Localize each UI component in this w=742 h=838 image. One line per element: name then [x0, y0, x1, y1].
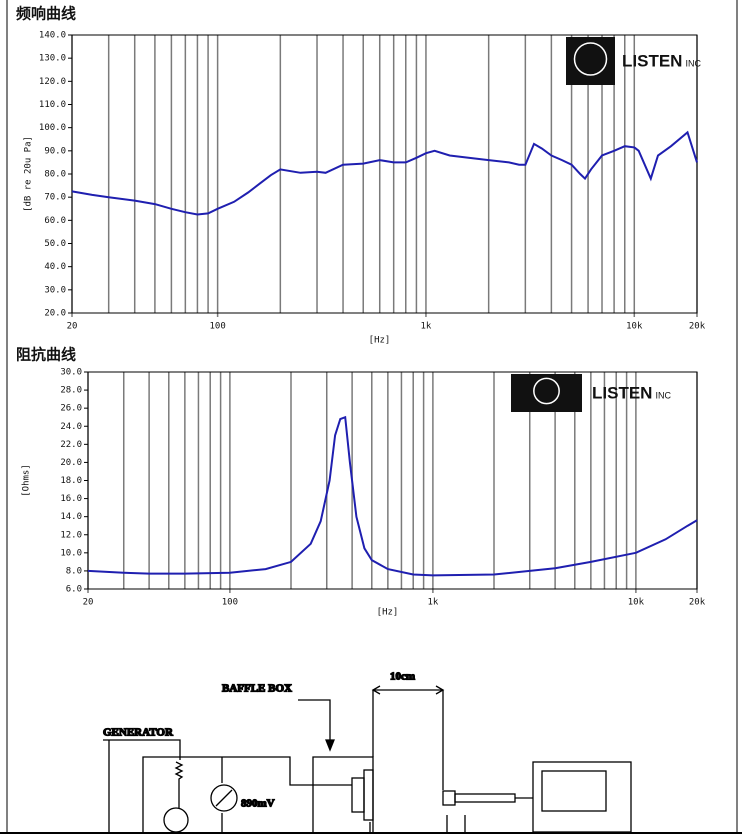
y-tick-label: 120.0 — [39, 77, 66, 87]
y-tick-label: 28.0 — [60, 386, 82, 396]
y-tick-label: 6.0 — [66, 585, 82, 595]
test-diagram: BAFFLE BOX 10cm GENERATOR 890mV — [102, 670, 632, 833]
source — [163, 807, 189, 833]
y-tick-label: 8.0 — [66, 566, 82, 576]
x-tick-label: 10k — [626, 322, 643, 332]
meter — [210, 784, 238, 812]
y-tick-label: 140.0 — [39, 31, 66, 41]
diagram-label: 890mV — [241, 798, 275, 810]
y-tick-label: 30.0 — [60, 368, 82, 378]
logo-head — [533, 377, 560, 405]
diagram-label: 10cm — [390, 671, 415, 683]
logo-head — [573, 42, 608, 76]
analyzer-screen — [541, 770, 607, 812]
plot-border — [71, 34, 698, 314]
logo-mark — [511, 374, 582, 412]
logo-mark — [566, 37, 615, 85]
y-tick-label: 50.0 — [44, 239, 66, 249]
y-tick-label: 24.0 — [60, 422, 82, 432]
y-tick-label: 90.0 — [44, 146, 66, 156]
y-tick-label: 10.0 — [60, 548, 82, 558]
dimension — [372, 689, 444, 790]
x-tick-label: 20k — [689, 322, 706, 332]
diagram-label: BAFFLE BOX — [222, 683, 292, 695]
support — [369, 815, 466, 833]
y-tick-label: 100.0 — [39, 123, 66, 133]
y-tick-label: 30.0 — [44, 285, 66, 295]
logo-suffix: INC — [655, 390, 671, 400]
x-tick-label: 1k — [427, 598, 438, 608]
meter-needle — [215, 789, 233, 807]
dimension-arrow — [371, 685, 445, 695]
wire — [142, 756, 352, 833]
y-tick-label: 12.0 — [60, 530, 82, 540]
x-tick-label: 10k — [628, 598, 645, 608]
y-tick-label: 130.0 — [39, 54, 66, 64]
chart-title: 频响曲线 — [16, 5, 76, 23]
curve — [87, 415, 698, 577]
y-tick-label: 26.0 — [60, 404, 82, 414]
analyzer — [532, 761, 632, 833]
plot-border — [87, 371, 698, 590]
y-axis-label: [dB re 20u Pa] — [24, 136, 34, 212]
y-tick-label: 20.0 — [44, 309, 66, 319]
y-tick-label: 22.0 — [60, 440, 82, 450]
diagram-label: GENERATOR — [103, 727, 174, 739]
chart-title: 阻抗曲线 — [16, 346, 76, 364]
logo-text: LISTEN — [622, 51, 682, 70]
y-tick-label: 60.0 — [44, 216, 66, 226]
microphone — [442, 790, 456, 806]
arrow-head — [325, 739, 335, 752]
x-axis-label: [Hz] — [377, 608, 399, 618]
resistor — [174, 761, 184, 808]
logo-suffix: INC — [685, 58, 701, 68]
microphone-body — [454, 793, 516, 803]
y-tick-label: 40.0 — [44, 262, 66, 272]
x-tick-label: 20 — [83, 598, 94, 608]
wire — [103, 739, 181, 833]
arrow — [298, 699, 331, 745]
x-tick-label: 1k — [421, 322, 432, 332]
logo-text: LISTEN — [592, 383, 652, 402]
y-tick-label: 20.0 — [60, 458, 82, 468]
x-tick-label: 100 — [209, 322, 225, 332]
x-tick-label: 100 — [222, 598, 238, 608]
speaker-cone — [363, 769, 374, 821]
y-tick-label: 18.0 — [60, 476, 82, 486]
x-tick-label: 20k — [689, 598, 706, 608]
y-tick-label: 80.0 — [44, 170, 66, 180]
y-tick-label: 70.0 — [44, 193, 66, 203]
y-tick-label: 110.0 — [39, 100, 66, 110]
speaker — [351, 777, 365, 813]
y-tick-label: 14.0 — [60, 512, 82, 522]
y-tick-label: 16.0 — [60, 494, 82, 504]
y-axis-label: [Ohms] — [22, 464, 32, 497]
x-tick-label: 20 — [67, 322, 78, 332]
curve — [71, 130, 698, 216]
x-axis-label: [Hz] — [369, 336, 391, 346]
